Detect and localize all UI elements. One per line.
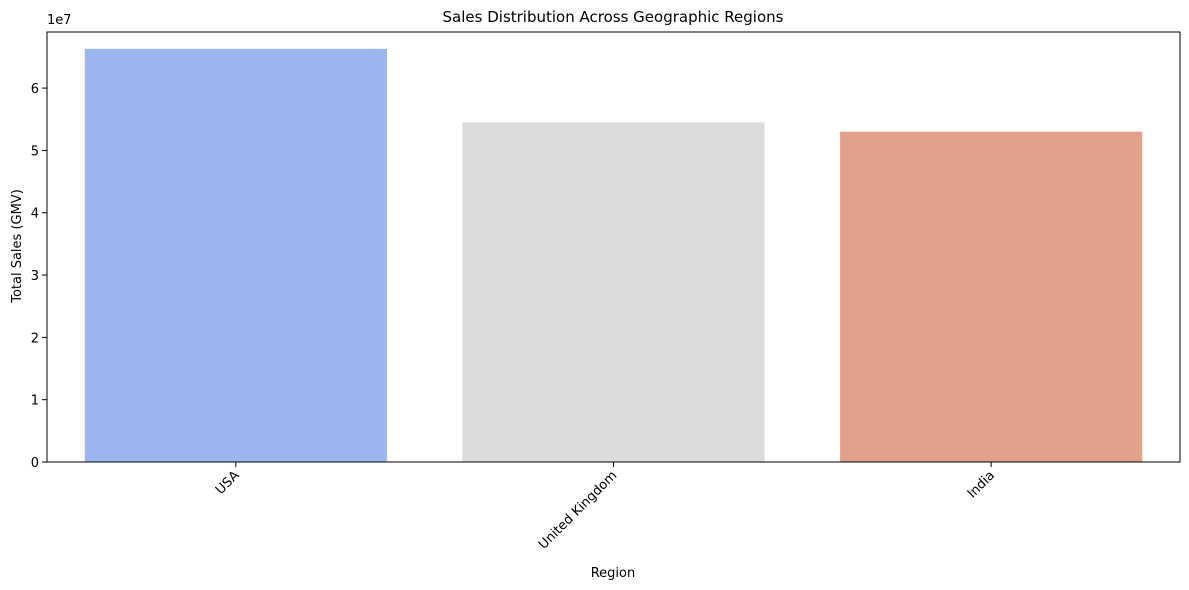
y-tick-label: 6 bbox=[31, 82, 39, 97]
x-tick-label: India bbox=[965, 468, 998, 501]
bar-united-kingdom bbox=[462, 122, 765, 463]
y-tick-label: 4 bbox=[31, 207, 39, 222]
y-tick-label: 0 bbox=[31, 456, 39, 471]
y-tick-label: 2 bbox=[31, 331, 39, 346]
x-tick-label: United Kingdom bbox=[536, 468, 620, 552]
y-scale-label: 1e7 bbox=[47, 13, 72, 28]
bar-india bbox=[840, 131, 1143, 462]
y-tick-label: 1 bbox=[31, 394, 39, 409]
x-tick-label: USA bbox=[213, 468, 243, 498]
bar-usa bbox=[84, 48, 387, 463]
y-tick-label: 5 bbox=[31, 144, 39, 159]
bars-group bbox=[84, 48, 1143, 463]
y-axis-ticks: 0 1 2 3 4 5 6 bbox=[31, 82, 47, 471]
x-axis-ticks: USA United Kingdom India bbox=[213, 462, 998, 553]
y-tick-label: 3 bbox=[31, 269, 39, 284]
x-axis-title: Region bbox=[591, 566, 636, 581]
plot-frame bbox=[46, 31, 1181, 463]
chart-title: Sales Distribution Across Geographic Reg… bbox=[443, 8, 784, 26]
y-axis-title: Total Sales (GMV) bbox=[10, 189, 25, 304]
